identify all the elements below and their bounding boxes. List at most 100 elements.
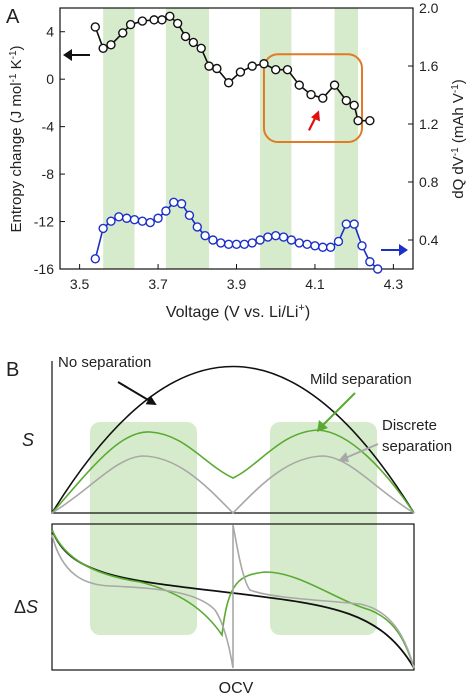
entropy-point xyxy=(259,59,269,69)
entropy-point xyxy=(318,93,328,103)
x-tick-label: 4.1 xyxy=(305,276,325,292)
axis-ticks: 3.5 3.7 3.9 4.1 4.3 4 0 -4 -8 -12 -16 2.0 1.6 1.2 0.8 0… xyxy=(34,0,439,292)
dqdv-point xyxy=(310,241,320,251)
series-group xyxy=(90,11,383,274)
dqdv-point xyxy=(278,232,289,242)
dqdv-point xyxy=(176,199,187,209)
dqdv-point xyxy=(137,216,148,226)
entropy-point xyxy=(306,89,316,100)
discrete-separation-curve xyxy=(51,455,415,515)
highlight-box xyxy=(262,53,364,144)
dqdv-point xyxy=(271,230,281,241)
entropy-point xyxy=(204,61,214,71)
annotation-arrow-mild-separation xyxy=(319,392,356,429)
x-tick-label: 4.3 xyxy=(384,276,404,292)
dqdv-point xyxy=(121,213,132,223)
dqdv-point xyxy=(263,232,273,242)
entropy-point xyxy=(341,95,352,106)
dqdv-point xyxy=(98,223,108,234)
dqdv-point xyxy=(325,242,336,252)
dqdv-point xyxy=(247,238,257,248)
y-right-tick-label: 0.8 xyxy=(419,174,439,190)
arrowhead-discrete xyxy=(338,452,349,462)
x-tick-label: 3.5 xyxy=(70,276,90,292)
dqdv-point xyxy=(90,254,101,264)
dqdv-point xyxy=(373,264,383,274)
dqdv-point xyxy=(231,239,242,250)
entropy-point xyxy=(157,15,167,25)
dqdv-point xyxy=(318,242,328,252)
no-separation-curve xyxy=(51,365,415,514)
entropy-point xyxy=(329,80,340,90)
up-right-arrow-icon xyxy=(307,110,320,131)
left-arrow-icon xyxy=(63,49,90,61)
entropy-line xyxy=(94,15,370,122)
entropy-point xyxy=(247,61,257,71)
dqdv-point xyxy=(365,257,375,267)
entropy-point xyxy=(98,43,108,54)
dqdv-point xyxy=(145,217,155,228)
y-right-tick-label: 0.4 xyxy=(419,232,439,248)
entropy-point xyxy=(118,28,128,38)
entropy-point xyxy=(106,40,116,50)
discrete-separation-derivative-curve xyxy=(51,524,415,669)
dqdv-point xyxy=(294,238,304,248)
dqdv-point xyxy=(216,238,226,248)
entropy-point xyxy=(196,43,206,54)
entropy-point xyxy=(282,64,293,75)
dqdv-point xyxy=(153,213,163,223)
dqdv-point xyxy=(161,206,171,216)
entropy-point xyxy=(365,116,375,126)
bottom-y-axis-label: ΔS xyxy=(14,597,38,617)
dqdv-point xyxy=(114,212,124,222)
shaded-region-2 xyxy=(260,8,292,269)
dqdv-point xyxy=(129,214,140,225)
top-y-axis-label: S xyxy=(22,430,34,450)
y-right-tick-label: 1.6 xyxy=(419,58,439,74)
panel-a-label: A xyxy=(6,6,20,28)
entropy-point xyxy=(212,63,222,74)
dqdv-point xyxy=(333,236,344,247)
y-right-tick-label: 2.0 xyxy=(419,0,439,16)
entropy-point xyxy=(188,37,199,48)
shaded-region-0 xyxy=(103,8,135,269)
x-tick-label: 3.9 xyxy=(227,276,247,292)
y-axis-left-label: Entropy change (J mol-1 K-1) xyxy=(8,45,26,232)
dqdv-point xyxy=(200,230,210,241)
annotation-discrete-line2: separation xyxy=(382,438,452,455)
y-left-tick-label: 0 xyxy=(46,71,54,87)
entropy-point xyxy=(165,11,175,22)
y-right-tick-label: 1.2 xyxy=(419,116,439,132)
right-arrow-icon xyxy=(381,244,408,256)
dqdv-point xyxy=(349,219,359,229)
entropy-point xyxy=(353,116,363,126)
dqdv-point xyxy=(106,216,116,226)
arrowhead-mild xyxy=(317,420,328,432)
annotation-discrete-line1: Discrete xyxy=(382,417,437,434)
bottom-x-axis-label: OCV xyxy=(219,680,254,697)
x-axis-label: Voltage (V vs. Li/Li+) xyxy=(166,302,310,321)
dqdv-point xyxy=(239,239,250,250)
x-tick-label: 3.7 xyxy=(148,276,168,292)
shaded-regions xyxy=(103,8,359,269)
dqdv-point xyxy=(341,219,352,229)
dqdv-point xyxy=(192,222,202,232)
shaded-region-3 xyxy=(334,8,359,269)
dqdv-point xyxy=(286,235,297,245)
entropy-point xyxy=(271,64,281,75)
annotation-no-separation: No separation xyxy=(58,354,151,371)
annotation-arrow-discrete-separation xyxy=(342,443,379,460)
annotation-arrow-no-separation xyxy=(117,381,157,406)
mild-separation-curve xyxy=(51,429,415,514)
dqdv-point xyxy=(255,235,265,245)
entropy-point xyxy=(149,15,159,25)
panel-b-label: B xyxy=(6,359,19,381)
dqdv-point xyxy=(169,197,179,208)
dqdv-point xyxy=(302,239,312,250)
dqdv-point xyxy=(357,241,367,251)
y-left-tick-label: -12 xyxy=(34,214,54,230)
entropy-point xyxy=(294,80,304,90)
entropy-point xyxy=(223,78,234,88)
dqdv-point xyxy=(223,239,234,250)
